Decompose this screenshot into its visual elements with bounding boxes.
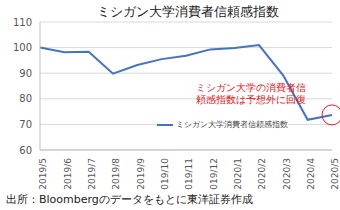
svg-text:2019/10: 2019/10 — [160, 158, 170, 190]
svg-text:60: 60 — [19, 145, 32, 156]
svg-text:2020/1: 2020/1 — [233, 158, 243, 190]
html-text:ミシガン大学消費者信頼感指数: ミシガン大学消費者信頼感指数 — [176, 120, 288, 129]
html-text:ミシガン大学消費者信頼感指数: ミシガン大学消費者信頼感指数 — [96, 4, 279, 19]
html-text:頼感指数は予想外に回復: 頼感指数は予想外に回復 — [196, 94, 306, 105]
svg-text:2019/5: 2019/5 — [38, 158, 48, 190]
svg-text:2020/5: 2020/5 — [330, 158, 332, 190]
svg-text:90: 90 — [19, 68, 32, 79]
svg-text:2020/2: 2020/2 — [257, 158, 267, 190]
svg-text:2019/7: 2019/7 — [87, 158, 97, 190]
svg-text:2019/8: 2019/8 — [111, 158, 121, 190]
svg-text:2019/9: 2019/9 — [136, 158, 146, 190]
svg-text:110: 110 — [13, 17, 32, 28]
svg-text:80: 80 — [19, 93, 32, 104]
svg-text:2019/12: 2019/12 — [209, 158, 219, 190]
html-text:出所：Bloombergのデータをもとに東洋証券作成: 出所：Bloombergのデータをもとに東洋証券作成 — [6, 193, 253, 206]
html-text:ミシガン大学の消費者信: ミシガン大学の消費者信 — [196, 82, 306, 93]
svg-text:2019/11: 2019/11 — [184, 158, 194, 190]
svg-text:2019/6: 2019/6 — [63, 158, 73, 190]
svg-text:2020/3: 2020/3 — [282, 158, 292, 190]
svg-text:100: 100 — [13, 42, 32, 53]
svg-text:2020/4: 2020/4 — [306, 158, 316, 190]
svg-text:70: 70 — [19, 119, 32, 130]
